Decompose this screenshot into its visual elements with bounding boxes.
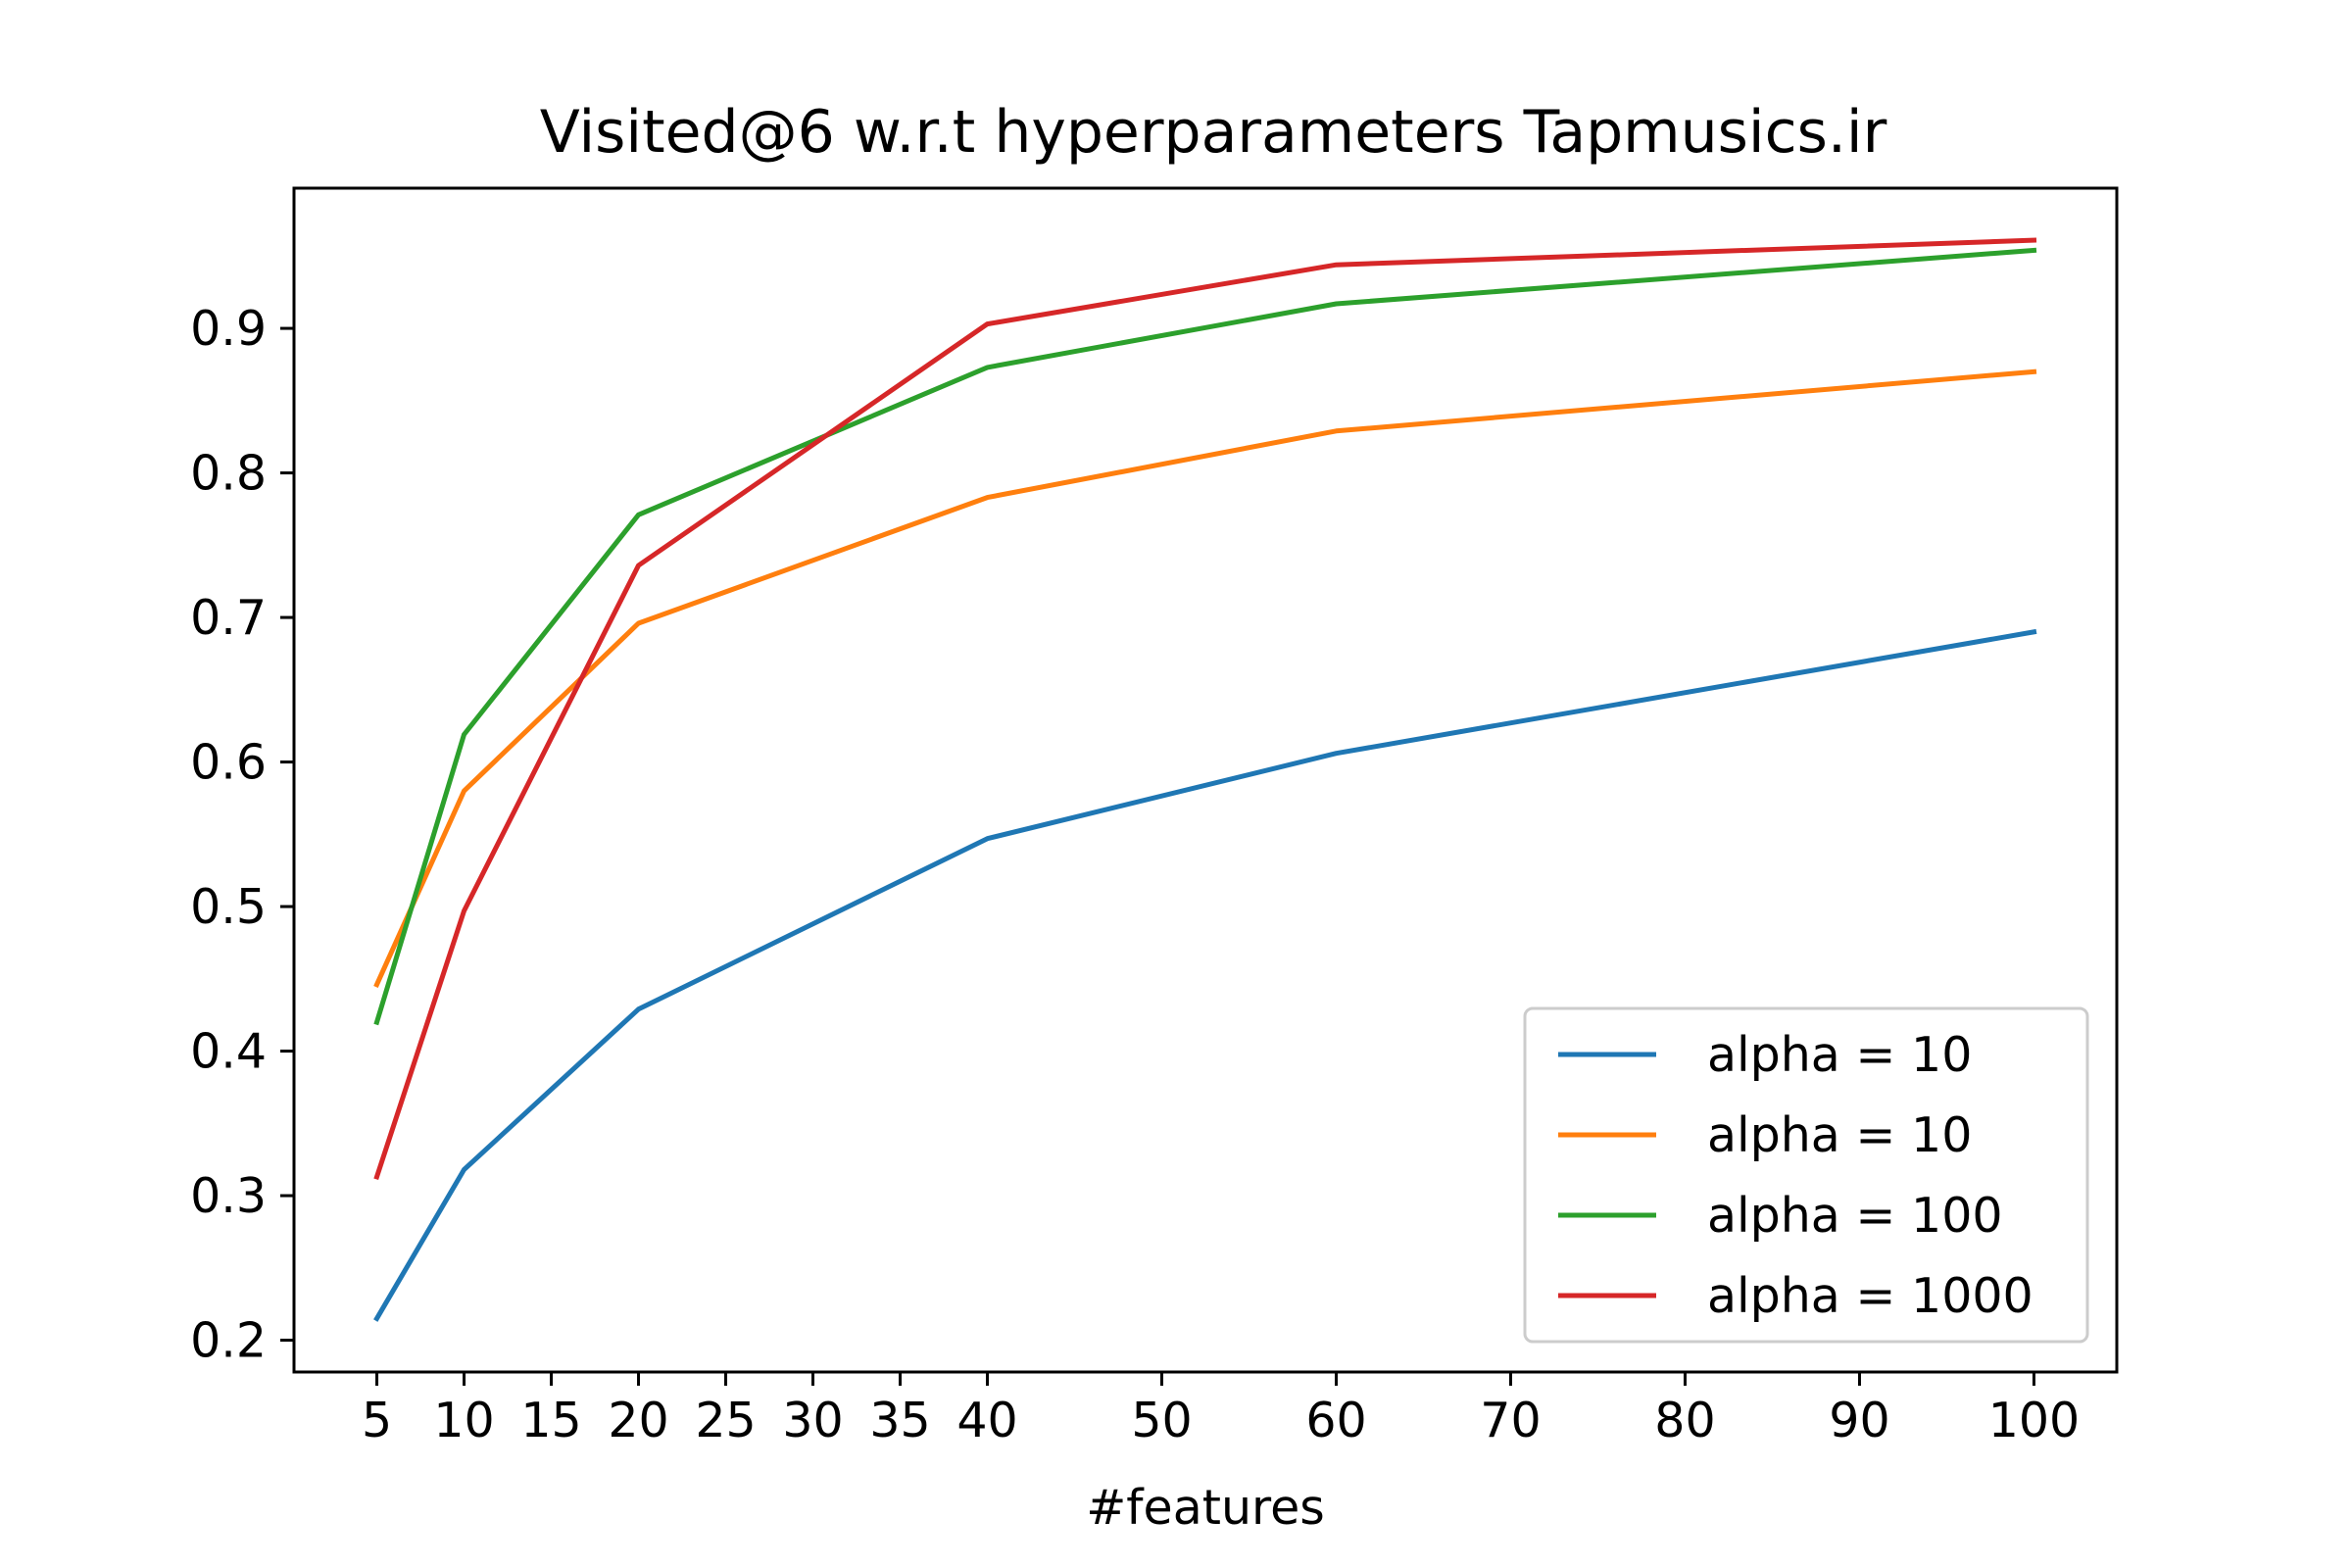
x-tick-label: 15 bbox=[520, 1393, 581, 1448]
x-tick-label: 25 bbox=[695, 1393, 756, 1448]
y-axis-ticks: 0.2 0.3 0.4 0.5 0.6 0.7 0.8 0.9 bbox=[190, 301, 294, 1369]
y-tick-label: 0.7 bbox=[190, 590, 267, 646]
x-tick-label: 80 bbox=[1654, 1393, 1715, 1448]
x-tick-label: 20 bbox=[608, 1393, 668, 1448]
chart-title: Visited@6 w.r.t hyperparameters Tapmusic… bbox=[540, 98, 1887, 167]
legend-frame bbox=[1523, 1006, 2089, 1344]
series-line-4 bbox=[373, 237, 2037, 1181]
y-tick-label: 0.6 bbox=[190, 735, 267, 791]
y-tick-label: 0.8 bbox=[190, 446, 267, 502]
x-tick-label: 5 bbox=[362, 1393, 392, 1448]
x-tick-label: 10 bbox=[433, 1393, 494, 1448]
y-tick-label: 0.9 bbox=[190, 301, 267, 357]
series-line-1 bbox=[373, 628, 2037, 1322]
series-line-3 bbox=[373, 247, 2037, 1026]
x-tick-label: 30 bbox=[782, 1393, 843, 1448]
x-axis-ticks: 5 10 15 20 25 30 35 40 50 60 70 80 90 100 bbox=[362, 1372, 2080, 1448]
y-tick-label: 0.5 bbox=[190, 879, 267, 935]
x-tick-label: 90 bbox=[1829, 1393, 1889, 1448]
x-tick-label: 60 bbox=[1305, 1393, 1366, 1448]
y-tick-label: 0.4 bbox=[190, 1024, 267, 1080]
x-tick-label: 40 bbox=[956, 1393, 1017, 1448]
x-axis-label: #features bbox=[1086, 1480, 1325, 1536]
series-line-2 bbox=[373, 368, 2037, 989]
legend: alpha = 10 alpha = 10 alpha = 100 alpha = 1… bbox=[1523, 1006, 2089, 1344]
y-tick-label: 0.3 bbox=[190, 1168, 267, 1224]
legend-label-2: alpha = 10 bbox=[1707, 1107, 1972, 1163]
x-tick-label: 70 bbox=[1480, 1393, 1541, 1448]
x-tick-label: 50 bbox=[1131, 1393, 1192, 1448]
x-tick-label: 35 bbox=[869, 1393, 930, 1448]
y-tick-label: 0.2 bbox=[190, 1313, 267, 1369]
legend-label-3: alpha = 100 bbox=[1707, 1188, 2003, 1244]
x-tick-label: 100 bbox=[1988, 1393, 2081, 1448]
plot-area-frame bbox=[292, 186, 2119, 1374]
legend-label-4: alpha = 1000 bbox=[1707, 1268, 2034, 1324]
plot-lines bbox=[373, 237, 2037, 1322]
legend-label-1: alpha = 10 bbox=[1707, 1027, 1972, 1083]
